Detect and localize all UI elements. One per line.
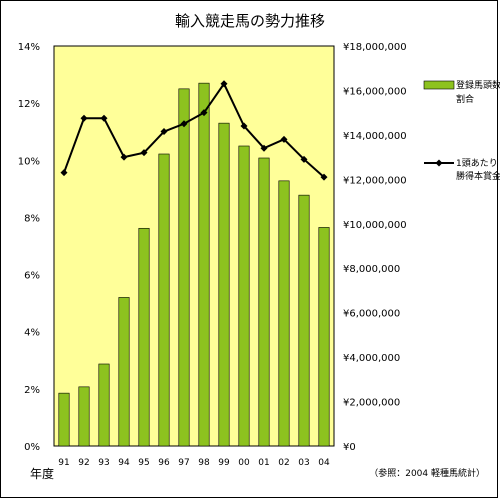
line-point: [300, 155, 308, 163]
bar: [158, 153, 170, 447]
x-tick-label: 91: [58, 458, 69, 468]
x-tick-label: 97: [178, 458, 189, 468]
x-tick-label: 92: [78, 458, 89, 468]
legend-line-label: 勝得本賞金: [456, 170, 500, 182]
left-tick-label: 8%: [24, 213, 40, 224]
left-axis: 0% 2% 4% 6% 8% 10% 12% 14%: [18, 42, 40, 453]
right-tick-label: ¥10,000,000: [343, 220, 407, 231]
right-tick-label: ¥6,000,000: [343, 309, 400, 320]
line-series: [60, 80, 328, 181]
line-point: [320, 173, 328, 181]
line-point: [280, 135, 288, 143]
plot-area: [53, 45, 335, 447]
right-tick-label: ¥12,000,000: [343, 175, 407, 186]
legend-bar-label: 登録馬頭数: [456, 79, 500, 91]
line-point: [100, 114, 108, 122]
legend-line-marker: [435, 159, 443, 167]
x-tick-label: 03: [298, 458, 309, 468]
bar: [218, 122, 230, 447]
line-point: [220, 80, 228, 88]
bar: [58, 392, 70, 447]
line-point: [260, 144, 268, 152]
right-axis: ¥0 ¥2,000,000 ¥4,000,000 ¥6,000,000 ¥8,000,0…: [343, 42, 407, 453]
chart-title: 輸入競走馬の勢力推移: [175, 12, 325, 30]
line-point: [120, 153, 128, 161]
bar: [238, 145, 250, 447]
line-point: [240, 122, 248, 130]
right-tick-label: ¥14,000,000: [343, 131, 407, 142]
right-tick-label: ¥8,000,000: [343, 264, 400, 275]
x-tick-label: 95: [138, 458, 149, 468]
bar: [98, 363, 110, 447]
line-point: [200, 109, 208, 117]
x-tick-label: 01: [258, 458, 269, 468]
bar: [78, 386, 90, 447]
x-tick-label: 94: [118, 458, 130, 468]
bar: [178, 88, 190, 447]
bar: [278, 180, 290, 447]
bar: [258, 157, 270, 447]
left-tick-label: 6%: [24, 271, 40, 282]
line-path: [63, 81, 325, 178]
x-tick-label: 93: [98, 458, 109, 468]
line-point: [140, 149, 148, 157]
x-axis-caption: 年度: [30, 466, 54, 481]
line-point: [80, 114, 88, 122]
left-tick-label: 2%: [24, 385, 40, 396]
right-tick-label: ¥18,000,000: [343, 42, 407, 53]
line-point: [160, 128, 168, 136]
right-tick-label: ¥16,000,000: [343, 86, 407, 97]
line-point: [60, 169, 68, 177]
x-tick-label: 00: [238, 458, 250, 468]
x-tick-label: 04: [318, 458, 330, 468]
left-tick-label: 0%: [24, 442, 40, 453]
left-tick-label: 10%: [18, 156, 40, 167]
bar: [138, 227, 150, 447]
bar-series: [58, 82, 330, 447]
legend-bar-label-2: 割合: [456, 93, 474, 105]
left-tick-label: 4%: [24, 328, 40, 339]
x-tick-label: 99: [218, 458, 230, 468]
left-tick-label: 12%: [18, 99, 40, 110]
x-axis: 91 92 93 94 95 96 97 98 99 00 01 02 03 04: [58, 458, 330, 468]
x-tick-label: 98: [198, 458, 210, 468]
line-point: [180, 120, 188, 128]
legend-bar-swatch: [423, 80, 455, 90]
right-tick-label: ¥0: [343, 442, 356, 453]
bar: [318, 227, 330, 447]
right-tick-label: ¥4,000,000: [343, 353, 400, 364]
left-tick-label: 14%: [18, 42, 40, 53]
bar: [198, 82, 210, 447]
legend-line-label: 1頭あたり: [456, 158, 498, 169]
x-tick-label: 96: [158, 458, 170, 468]
bar: [118, 297, 130, 447]
bar: [298, 194, 310, 447]
x-tick-label: 02: [278, 458, 289, 468]
right-tick-label: ¥2,000,000: [343, 398, 400, 409]
source-note: （参照：2004 軽種馬統計）: [369, 467, 485, 479]
